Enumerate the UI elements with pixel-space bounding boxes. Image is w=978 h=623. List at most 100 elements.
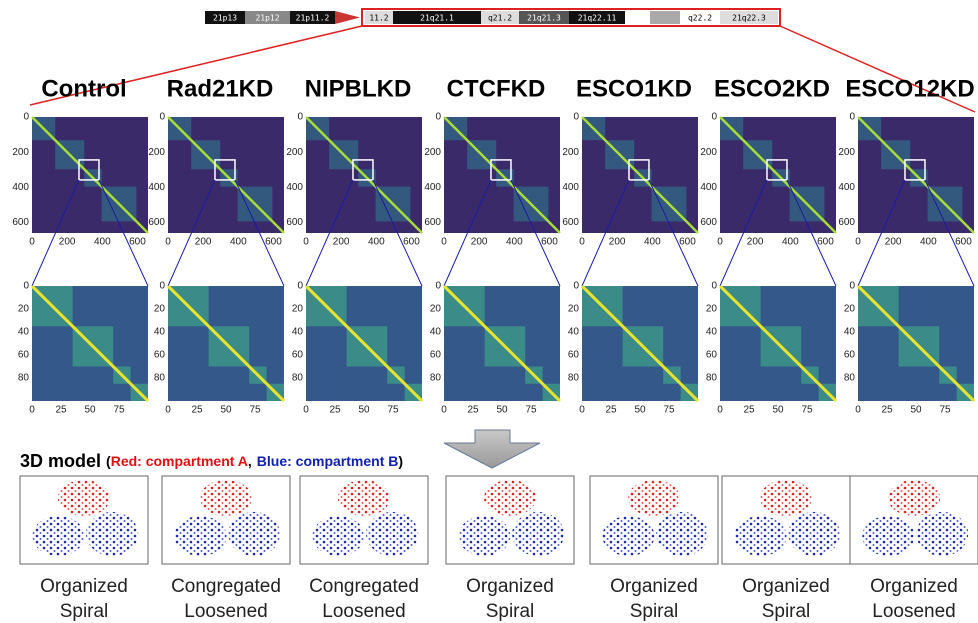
x-tick-label: 50 bbox=[772, 405, 784, 416]
y-tick-label: 60 bbox=[292, 350, 304, 361]
y-tick-label: 400 bbox=[700, 182, 717, 193]
band-label: 21q21.3 bbox=[527, 14, 561, 23]
x-tick-label: 0 bbox=[29, 405, 35, 416]
x-tick-label: 400 bbox=[782, 237, 799, 248]
x-tick-label: 0 bbox=[303, 405, 309, 416]
y-tick-label: 0 bbox=[711, 281, 717, 292]
column-title: Rad21KD bbox=[167, 75, 274, 102]
model-label: Spiral bbox=[762, 601, 811, 622]
x-tick-label: 600 bbox=[955, 237, 972, 248]
band bbox=[625, 11, 650, 24]
x-tick-label: 25 bbox=[743, 405, 755, 416]
y-tick-label: 60 bbox=[844, 350, 856, 361]
y-tick-label: 60 bbox=[568, 350, 580, 361]
band-label: 21q21.1 bbox=[420, 14, 454, 23]
y-tick-label: 200 bbox=[148, 147, 165, 158]
y-tick-label: 0 bbox=[159, 112, 165, 123]
comma: , bbox=[248, 453, 252, 469]
compartment-b bbox=[458, 516, 510, 556]
y-tick-label: 40 bbox=[18, 327, 30, 338]
y-tick-label: 80 bbox=[844, 373, 856, 384]
arrow bbox=[444, 430, 540, 468]
compartment-b bbox=[862, 516, 914, 556]
y-tick-label: 600 bbox=[286, 217, 303, 228]
compartment-b bbox=[512, 512, 564, 556]
compartment-b bbox=[734, 516, 786, 556]
y-tick-label: 80 bbox=[18, 373, 30, 384]
y-tick-label: 400 bbox=[562, 182, 579, 193]
y-tick-label: 0 bbox=[435, 112, 441, 123]
x-tick-label: 400 bbox=[506, 237, 523, 248]
x-tick-label: 75 bbox=[249, 405, 261, 416]
y-tick-label: 200 bbox=[424, 147, 441, 158]
y-tick-label: 20 bbox=[844, 304, 856, 315]
column-title: ESCO2KD bbox=[714, 75, 830, 102]
centromere bbox=[335, 11, 360, 24]
column-title: ESCO12KD bbox=[845, 75, 974, 102]
y-tick-label: 400 bbox=[148, 182, 165, 193]
y-tick-label: 40 bbox=[154, 327, 166, 338]
x-tick-label: 75 bbox=[113, 405, 125, 416]
y-tick-label: 80 bbox=[154, 373, 166, 384]
y-tick-label: 200 bbox=[12, 147, 29, 158]
model-label: Spiral bbox=[60, 601, 109, 622]
y-tick-label: 600 bbox=[562, 217, 579, 228]
x-tick-label: 200 bbox=[195, 237, 212, 248]
model-label: Spiral bbox=[486, 601, 535, 622]
band-label: 21p13 bbox=[213, 14, 237, 23]
band-label: 21p11.2 bbox=[296, 14, 330, 23]
x-tick-label: 25 bbox=[191, 405, 203, 416]
x-tick-label: 200 bbox=[747, 237, 764, 248]
compartment-b bbox=[788, 512, 840, 556]
y-tick-label: 40 bbox=[430, 327, 442, 338]
y-tick-label: 0 bbox=[23, 281, 29, 292]
legend-red: Red: compartment A bbox=[111, 453, 248, 469]
x-tick-label: 50 bbox=[220, 405, 232, 416]
x-tick-label: 400 bbox=[368, 237, 385, 248]
x-tick-label: 50 bbox=[358, 405, 370, 416]
column-title: NIPBLKD bbox=[305, 75, 412, 102]
figure: 3D model (Red: compartment A, Blue: comp… bbox=[0, 0, 978, 623]
x-tick-label: 0 bbox=[717, 405, 723, 416]
x-tick-label: 200 bbox=[471, 237, 488, 248]
band-label: q21.2 bbox=[488, 14, 512, 23]
y-tick-label: 60 bbox=[430, 350, 442, 361]
compartment-b bbox=[228, 512, 280, 556]
y-tick-label: 0 bbox=[159, 281, 165, 292]
y-tick-label: 400 bbox=[12, 182, 29, 193]
compartment-a bbox=[888, 480, 940, 516]
x-tick-label: 25 bbox=[605, 405, 617, 416]
x-tick-label: 75 bbox=[939, 405, 951, 416]
x-tick-label: 25 bbox=[329, 405, 341, 416]
y-tick-label: 0 bbox=[849, 281, 855, 292]
x-tick-label: 75 bbox=[663, 405, 675, 416]
x-tick-label: 200 bbox=[59, 237, 76, 248]
y-tick-label: 60 bbox=[18, 350, 30, 361]
band-label: 11.2 bbox=[369, 14, 388, 23]
y-tick-label: 600 bbox=[12, 217, 29, 228]
column-title: Control bbox=[41, 75, 126, 102]
y-tick-label: 0 bbox=[297, 281, 303, 292]
x-tick-label: 0 bbox=[165, 405, 171, 416]
compartment-b bbox=[366, 512, 418, 556]
x-tick-label: 50 bbox=[496, 405, 508, 416]
x-tick-label: 0 bbox=[29, 237, 35, 248]
x-tick-label: 50 bbox=[910, 405, 922, 416]
y-tick-label: 600 bbox=[838, 217, 855, 228]
x-tick-label: 200 bbox=[609, 237, 626, 248]
band bbox=[650, 11, 680, 24]
x-tick-label: 400 bbox=[644, 237, 661, 248]
model-label: Organized bbox=[870, 576, 958, 597]
compartment-b bbox=[32, 516, 84, 556]
x-tick-label: 50 bbox=[84, 405, 96, 416]
y-tick-label: 60 bbox=[706, 350, 718, 361]
y-tick-label: 40 bbox=[568, 327, 580, 338]
y-tick-label: 20 bbox=[430, 304, 442, 315]
x-tick-label: 0 bbox=[855, 405, 861, 416]
x-tick-label: 0 bbox=[855, 237, 861, 248]
x-tick-label: 75 bbox=[387, 405, 399, 416]
model-label: Organized bbox=[742, 576, 830, 597]
x-tick-label: 600 bbox=[129, 237, 146, 248]
column-title: ESCO1KD bbox=[576, 75, 692, 102]
x-tick-label: 50 bbox=[634, 405, 646, 416]
